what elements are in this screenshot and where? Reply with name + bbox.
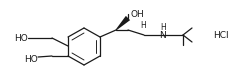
Text: HO: HO — [14, 34, 28, 42]
Text: OH: OH — [131, 9, 145, 18]
Text: N: N — [160, 30, 166, 40]
Polygon shape — [116, 16, 130, 30]
Text: HCl: HCl — [213, 30, 229, 40]
Text: H: H — [160, 22, 166, 32]
Text: H: H — [140, 20, 146, 30]
Text: HO: HO — [24, 54, 38, 63]
